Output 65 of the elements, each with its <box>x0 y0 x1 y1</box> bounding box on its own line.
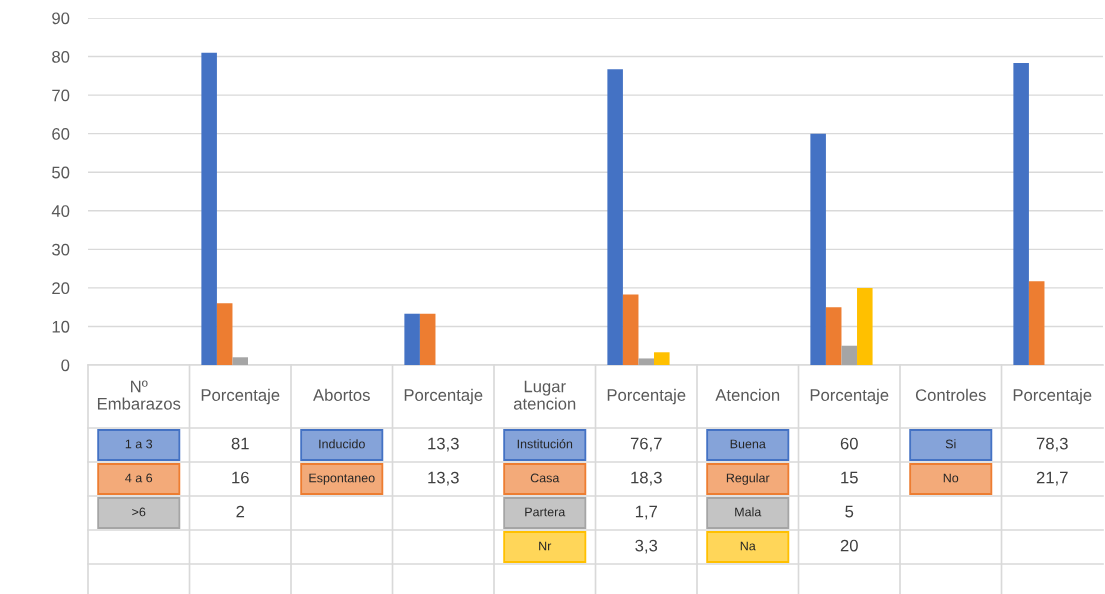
bar <box>622 294 639 365</box>
bar <box>216 303 233 365</box>
x-tick-label: Porcentaje <box>810 388 889 405</box>
data-label: 16 <box>232 471 249 484</box>
text: Si <box>945 439 956 449</box>
text: 4 a 6 <box>125 473 153 483</box>
x-tick-label: Porcentaje <box>201 388 280 405</box>
y-tick-label: 0 <box>61 359 70 372</box>
y-tick-label: 60 <box>52 128 70 140</box>
text: No <box>943 473 959 483</box>
x-tick-label: Porcentaje <box>404 388 483 405</box>
x-tick-label: Lugar atencion <box>513 380 576 410</box>
y-tick-label: 70 <box>52 89 70 102</box>
data-label: 60 <box>840 437 858 450</box>
bar <box>1013 63 1029 365</box>
data-label: 13,3 <box>428 437 459 452</box>
bar <box>825 307 842 365</box>
y-tick-label: 40 <box>51 205 70 217</box>
y-tick-label: 10 <box>52 320 70 333</box>
data-label: 15 <box>841 471 858 484</box>
text: Partera <box>525 507 566 517</box>
x-tick-label: Controles <box>915 388 986 401</box>
text: Regular <box>726 473 770 485</box>
data-label: 1,7 <box>635 505 657 520</box>
data-label: 78,3 <box>1036 437 1068 452</box>
data-label: 5 <box>845 505 854 518</box>
bar <box>607 69 623 365</box>
data-label: 18,3 <box>631 471 662 486</box>
text: Nr <box>539 541 552 551</box>
data-label: 76,7 <box>630 437 662 452</box>
y-tick-label: 20 <box>52 282 70 295</box>
text: Buena <box>730 439 766 449</box>
text: 1 a 3 <box>125 439 153 449</box>
bar <box>419 313 436 365</box>
data-label: 81 <box>231 437 249 450</box>
bar <box>201 52 217 365</box>
x-tick-label: Nº Embarazos <box>97 380 181 410</box>
x-tick-label: Abortos <box>313 388 370 401</box>
y-tick-label: 90 <box>52 12 70 25</box>
y-tick-label: 50 <box>52 166 70 179</box>
x-tick-label: Porcentaje <box>607 388 686 405</box>
y-tick-label: 30 <box>52 243 70 256</box>
data-label: 20 <box>840 539 858 552</box>
text: >6 <box>132 507 146 517</box>
data-label: 21,7 <box>1036 471 1068 486</box>
bar <box>810 133 826 365</box>
bar <box>1028 281 1045 365</box>
text: Espontaneo <box>309 473 375 485</box>
x-tick-label: Atencion <box>715 388 780 401</box>
bar <box>841 345 858 365</box>
text: Mala <box>735 507 762 517</box>
y-tick-label: 80 <box>52 50 70 63</box>
bar <box>654 352 670 365</box>
text: Na <box>740 541 756 551</box>
data-label: 2 <box>236 505 245 518</box>
x-tick-label: Porcentaje <box>1013 388 1092 405</box>
bar <box>232 357 249 365</box>
bar <box>638 358 655 365</box>
data-label: 3,3 <box>635 539 658 554</box>
data-label: 13,3 <box>428 471 459 486</box>
text: Institución <box>517 439 573 449</box>
text: Inducido <box>319 439 365 449</box>
bar <box>857 287 873 365</box>
text: Casa <box>530 473 560 483</box>
bar <box>404 313 420 365</box>
